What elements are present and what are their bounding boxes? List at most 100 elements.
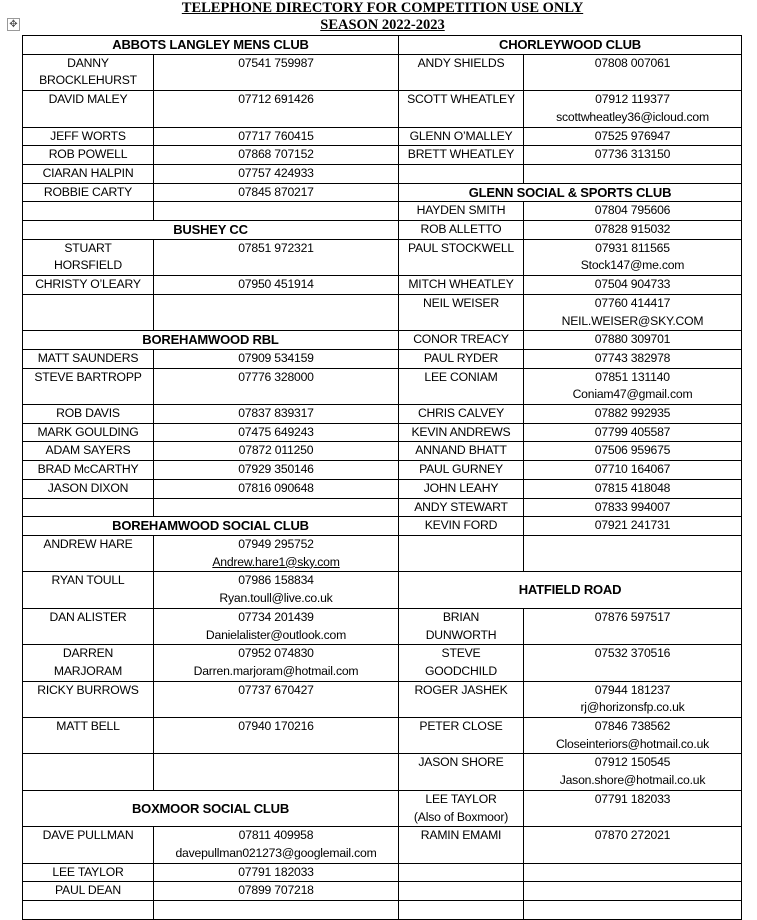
member-name-cell <box>398 534 524 573</box>
contact-cell: 07504 904733 <box>523 275 742 295</box>
contact-cell: 07846 738562 Closeinteriors@hotmail.co.uk <box>523 717 742 755</box>
email-address: Danielalister@outlook.com <box>205 627 347 642</box>
member-name-cell <box>22 900 154 920</box>
member-name: LEE TAYLOR <box>52 864 124 879</box>
member-name: MATT BELL <box>56 719 120 734</box>
contact-cell: 07851 131140 Coniam47@gmail.com <box>523 367 742 406</box>
member-name-cell <box>398 163 524 184</box>
contact-cell: 07717 760415 <box>153 126 399 147</box>
club-header: ABBOTS LANGLEY MENS CLUB <box>22 35 399 55</box>
table-row: PAUL DEAN 07899 707218 <box>22 881 742 902</box>
contact-cell: 07912 119377 scottwheatley36@icloud.com <box>523 90 742 128</box>
member-name-cell: GLENN O’MALLEY <box>398 126 524 147</box>
email-address: Darren.marjoram@hotmail.com <box>193 663 359 678</box>
member-name-cell: ANNAND BHATT <box>398 441 524 462</box>
phone-number: 07811 409958 <box>238 828 314 843</box>
member-name: ADAM SAYERS <box>45 443 131 458</box>
contact-cell: 07737 670427 <box>153 680 399 719</box>
table-move-handle-icon[interactable]: ✥ <box>7 18 20 31</box>
contact-cell: 07845 870217 <box>153 182 399 203</box>
email-address[interactable]: Andrew.hare1@sky.com <box>212 554 340 569</box>
member-name: KEVIN ANDREWS <box>411 424 511 439</box>
contact-cell: 07532 370516 <box>523 644 742 682</box>
phone-number: 07791 182033 <box>594 791 671 806</box>
member-name-cell: CHRIS CALVEY <box>398 404 524 424</box>
member-name-cell: MARK GOULDING <box>22 422 154 443</box>
member-name-cell: JASON DIXON <box>22 478 154 499</box>
member-name: DARREN <box>62 646 114 661</box>
phone-number: 07868 707152 <box>238 147 314 162</box>
phone-number: 07851 131140 <box>595 369 670 384</box>
member-name: (Also of Boxmoor) <box>413 809 509 824</box>
member-name: RAMIN EMAMI <box>420 828 502 843</box>
contact-cell: 07811 409958 davepullman021273@googlemail… <box>153 826 399 864</box>
table-row: BOXMOOR SOCIAL CLUB LEE TAYLOR (Also of Bo… <box>22 789 742 828</box>
contact-cell: 07986 158834 Ryan.toull@live.co.uk <box>153 571 399 609</box>
table-row: BUSHEY CC ROB ALLETTO 07828 915032 <box>22 220 742 240</box>
member-name-cell: CHRISTY O’LEARY <box>22 275 154 295</box>
contact-cell: 07868 707152 <box>153 145 399 165</box>
contact-cell <box>153 201 399 222</box>
contact-cell <box>153 293 399 332</box>
member-name: ANDREW HARE <box>43 536 133 551</box>
contact-cell: 07815 418048 <box>523 478 742 499</box>
contact-cell: 07736 313150 <box>523 145 742 165</box>
member-name-cell: STEVE BARTROPP <box>22 367 154 406</box>
member-name-cell: SCOTT WHEATLEY <box>398 90 524 128</box>
member-name-cell: BRAD McCARTHY <box>22 460 154 480</box>
contact-cell: 07799 405587 <box>523 422 742 443</box>
contact-cell: 07872 011250 <box>153 441 399 462</box>
member-name: PETER CLOSE <box>419 719 503 734</box>
member-name-cell: DANNY BROCKLEHURST <box>22 53 154 92</box>
contact-cell: 07776 328000 <box>153 367 399 406</box>
member-name-cell: STUART HORSFIELD <box>22 238 154 277</box>
member-name-cell: ROB DAVIS <box>22 404 154 424</box>
member-name: LEE TAYLOR <box>425 791 497 806</box>
member-name-cell: ROB POWELL <box>22 145 154 165</box>
member-name-cell: KEVIN FORD <box>398 516 524 536</box>
member-name-cell: ANDY STEWART <box>398 497 524 518</box>
contact-cell: 07837 839317 <box>153 404 399 424</box>
phone-number: 07475 649243 <box>238 424 314 439</box>
member-name-cell: PAUL STOCKWELL <box>398 238 524 277</box>
table-row: DANNY BROCKLEHURST 07541 759987 ANDY SHIELD… <box>22 53 742 92</box>
member-name: NEIL WEISER <box>423 295 499 310</box>
member-name-cell: PAUL RYDER <box>398 348 524 369</box>
member-name-cell: NEIL WEISER <box>398 293 524 332</box>
phone-number: 07952 074830 <box>238 646 314 661</box>
member-name-cell: ROB ALLETTO <box>398 220 524 240</box>
member-name: SCOTT WHEATLEY <box>407 92 515 107</box>
contact-cell: 07816 090648 <box>153 478 399 499</box>
member-name: HAYDEN SMITH <box>416 203 506 218</box>
member-name-cell: JOHN LEAHY <box>398 478 524 499</box>
member-name-cell: PAUL DEAN <box>22 881 154 902</box>
member-name: CIARAN HALPIN <box>42 165 134 180</box>
table-row: DAN ALISTER 07734 201439 Danielalister@out… <box>22 607 742 646</box>
phone-number: 07776 328000 <box>238 369 314 384</box>
phone-number: 07931 811565 <box>595 240 670 255</box>
contact-cell: 07475 649243 <box>153 422 399 443</box>
contact-cell: 07734 201439 Danielalister@outlook.com <box>153 607 399 646</box>
phone-number: 07760 414417 <box>594 295 671 310</box>
member-name-cell: RICKY BURROWS <box>22 680 154 719</box>
table-row: ROBBIE CARTY 07845 870217 GLENN SOCIAL & S… <box>22 182 742 203</box>
member-name: ANDY STEWART <box>414 499 508 514</box>
member-name: DANNY <box>67 55 109 70</box>
phone-number: 07791 182033 <box>238 864 314 879</box>
table-row: CIARAN HALPIN 07757 424933 <box>22 163 742 184</box>
phone-number: 07949 295752 <box>238 536 314 551</box>
email-address: Closeinteriors@hotmail.co.uk <box>555 736 710 751</box>
table-row: BOREHAMWOOD SOCIAL CLUB KEVIN FORD 07921 2… <box>22 516 742 536</box>
member-name-cell: CIARAN HALPIN <box>22 163 154 184</box>
contact-cell <box>523 862 742 883</box>
member-name: ROB ALLETTO <box>420 222 502 237</box>
member-name: DUNWORTH <box>425 627 497 642</box>
contact-cell: 07921 241731 <box>523 516 742 536</box>
table-row: ANDY STEWART 07833 994007 <box>22 497 742 518</box>
document-title: TELEPHONE DIRECTORY FOR COMPETITION USE … <box>181 0 584 16</box>
phone-number: 07816 090648 <box>238 480 314 495</box>
member-name-cell <box>22 293 154 332</box>
member-name-cell: KEVIN ANDREWS <box>398 422 524 443</box>
member-name: JEFF WORTS <box>50 128 126 143</box>
contact-cell: 07833 994007 <box>523 497 742 518</box>
